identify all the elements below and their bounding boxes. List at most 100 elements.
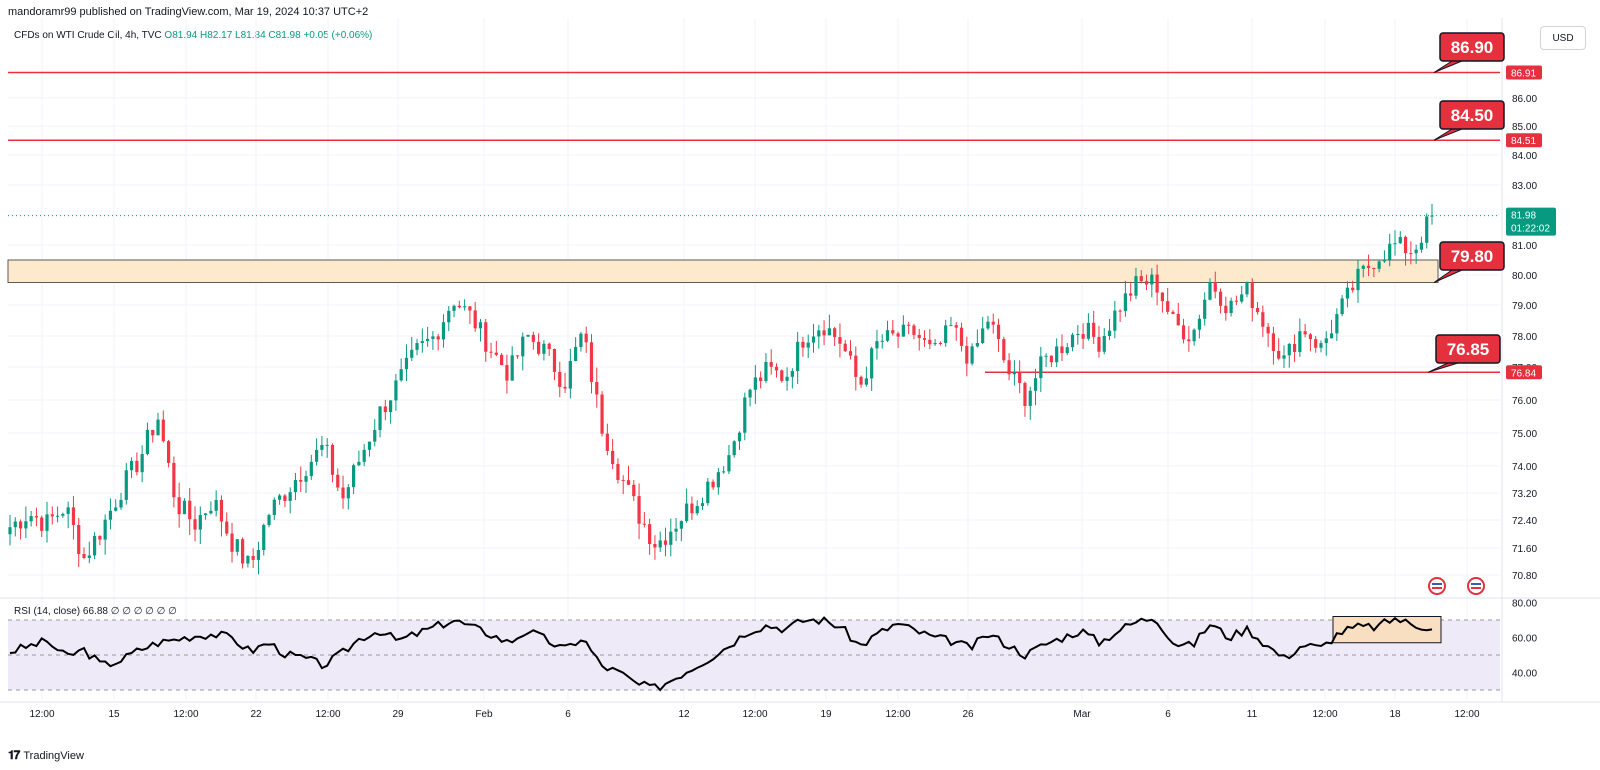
price-tick-label: 86.00 [1512, 94, 1537, 105]
candle-body [648, 524, 652, 544]
candle-body [563, 386, 567, 389]
candle-body [716, 472, 720, 488]
candle-body [108, 510, 113, 520]
candle-body [415, 343, 419, 350]
candle-body [600, 394, 604, 434]
price-tick-label: 75.00 [1512, 429, 1537, 440]
candle-body [1144, 281, 1149, 285]
candle-body [315, 449, 319, 462]
candle-body [991, 321, 995, 325]
candle-body [547, 343, 551, 350]
change-value: +0.05 (+0.06%) [303, 30, 373, 41]
candle-body [505, 365, 509, 381]
candle-body [1081, 334, 1085, 339]
candle-body [1218, 291, 1223, 306]
candle-body [658, 540, 662, 548]
candle-body [764, 362, 768, 382]
candle-body [574, 347, 578, 362]
candle-body [1351, 287, 1355, 291]
candle-body [748, 389, 752, 398]
candle-body [404, 357, 409, 370]
candle-body [1292, 343, 1297, 353]
candle-body [780, 370, 784, 381]
candle-body [1245, 281, 1249, 295]
candle-body [1282, 355, 1286, 359]
candle-body [1425, 216, 1429, 243]
candle-body [256, 549, 261, 560]
candle-body [975, 342, 979, 347]
candle-body [859, 376, 863, 385]
candle-body [82, 554, 86, 558]
candle-body [526, 334, 530, 337]
candle-body [922, 338, 927, 340]
candle-body [246, 555, 250, 564]
price-tick-label: 78.00 [1512, 332, 1537, 343]
candle-body [1393, 243, 1397, 245]
candle-body [87, 555, 91, 558]
candle-body [71, 507, 76, 525]
candle-body [1409, 253, 1413, 255]
candle-body [410, 349, 414, 358]
us-flag-icon [1428, 577, 1446, 595]
candle-body [1039, 356, 1043, 379]
time-tick-label: 12:00 [885, 709, 910, 720]
candle-body [1266, 326, 1270, 334]
candle-body [579, 333, 583, 348]
candle-body [177, 497, 181, 515]
candle-body [769, 362, 773, 367]
candle-body [272, 499, 276, 515]
candle-body [896, 333, 900, 337]
time-tick-label: 29 [392, 709, 404, 720]
candle-body [605, 433, 609, 451]
symbol-legend: CFDs on WTI Crude Oil, 4h, TVC O81.94 H8… [14, 30, 372, 41]
candle-body [1023, 382, 1027, 406]
candle-body [1049, 355, 1053, 363]
candle-body [669, 531, 673, 545]
candle-body [166, 441, 171, 463]
candle-body [320, 445, 324, 450]
candle-body [864, 378, 868, 385]
candle-body [394, 380, 398, 401]
candle-body [145, 429, 150, 454]
candle-body [489, 351, 493, 353]
price-tick-label: 84.00 [1512, 151, 1537, 162]
candle-body [1213, 281, 1217, 292]
rsi-legend: RSI (14, close) 66.88 ∅ ∅ ∅ ∅ ∅ ∅ [14, 606, 177, 617]
level-axis-badge [1506, 133, 1542, 148]
candle-body [885, 330, 890, 341]
candle-body [880, 340, 884, 342]
time-tick-label: 15 [108, 709, 120, 720]
brand-label: TradingView [23, 749, 84, 762]
candle-body [1329, 333, 1334, 339]
last-price-badge [1506, 207, 1556, 236]
price-tick-label: 76.00 [1512, 396, 1537, 407]
candle-body [399, 369, 403, 381]
candle-body [637, 496, 641, 524]
open-value: O81.94 [164, 30, 198, 41]
price-tick-label: 85.00 [1512, 122, 1537, 133]
callout-label: 79.80 [1451, 247, 1494, 266]
candle-body [1028, 390, 1032, 406]
currency-selector[interactable]: USD [1540, 26, 1586, 50]
candle-body [806, 342, 810, 348]
candle-body [1287, 343, 1291, 356]
candle-body [219, 499, 224, 522]
candle-body [1250, 281, 1254, 309]
candle-body [225, 521, 229, 534]
candle-body [299, 479, 303, 482]
candle-body [40, 517, 44, 531]
candle-body [1187, 339, 1191, 342]
time-tick-label: 18 [1389, 709, 1401, 720]
candle-body [352, 465, 356, 488]
candle-body [1102, 335, 1106, 352]
candle-body [743, 397, 747, 433]
callout-pointer [1433, 60, 1463, 73]
candle-body [1345, 287, 1350, 299]
candle-body [531, 334, 535, 342]
candle-body [595, 381, 599, 395]
price-tick-label: 81.00 [1512, 241, 1537, 252]
candle-body [77, 524, 81, 555]
candle-body [727, 455, 731, 472]
candle-body [494, 352, 498, 355]
